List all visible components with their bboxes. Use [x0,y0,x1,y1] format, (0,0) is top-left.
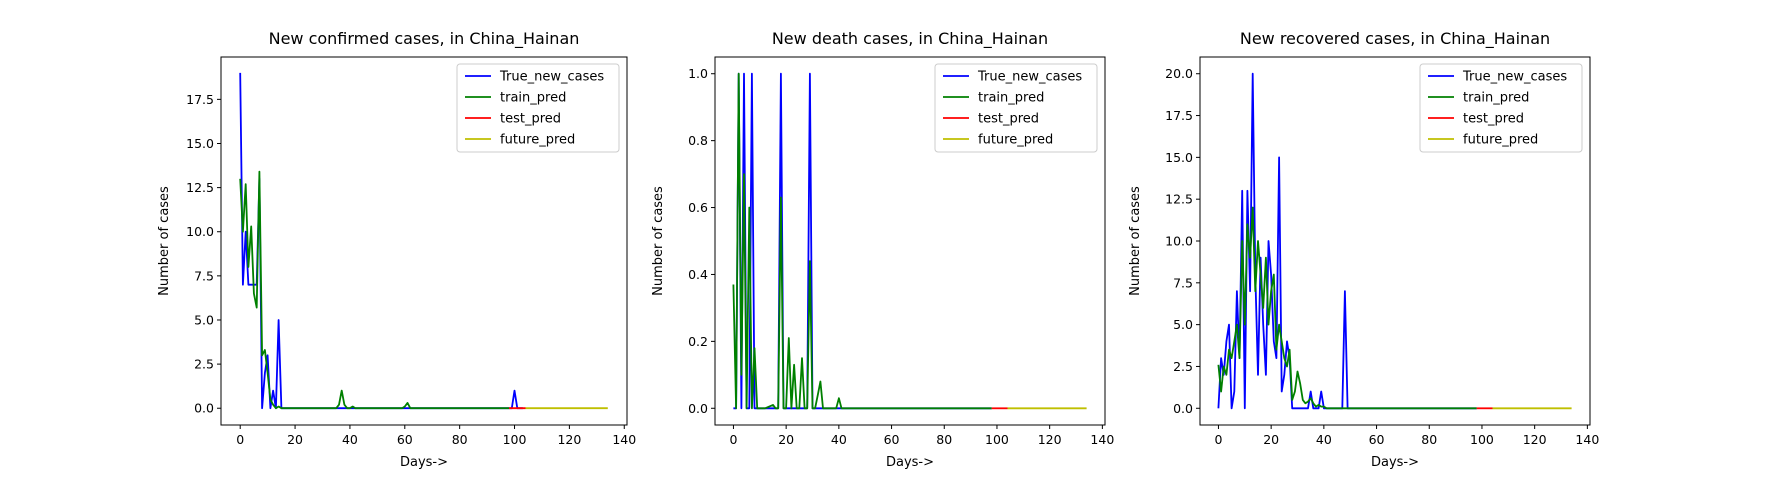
legend-label-true-new-cases: True_new_cases [1462,70,1567,85]
x-axis-label: Days-> [886,455,934,470]
legend-label-true-new-cases: True_new_cases [977,70,1082,85]
legend-box [1419,63,1583,153]
series-line-train-pred [732,72,992,410]
y-tick-label: 0.4 [688,267,708,282]
y-tick-label: 1.0 [688,66,708,81]
y-tick-label: 17.5 [1165,108,1193,123]
chart-confirmed-cases: New confirmed cases, in China_Hainan Day… [157,29,636,470]
y-tick-label: 10.0 [186,224,214,239]
x-tick-label: 100 [985,432,1009,447]
x-tick-label: 20 [778,432,794,447]
legend: True_new_cases train_pred test_pred future_… [456,63,620,153]
y-tick-label: 2.5 [1173,359,1193,374]
legend-box [934,63,1098,153]
series-line-train-pred [1217,206,1477,410]
x-axis-label: Days-> [400,455,448,470]
y-tick-label: 0.6 [688,200,708,215]
legend-label-future-pred: future_pred [500,133,575,148]
x-tick-label: 80 [936,432,952,447]
x-tick-label: 60 [397,432,413,447]
x-tick-label: 0 [1214,432,1222,447]
y-tick-label: 0.8 [688,133,708,148]
y-tick-label: 20.0 [1165,66,1193,81]
y-tick-label: 5.0 [194,312,214,327]
x-tick-label: 40 [831,432,847,447]
y-tick-label: 10.0 [1165,234,1193,249]
legend-label-test-pred: test_pred [978,112,1039,127]
plot-area: 0 20 40 60 80 100 120 140 0.0 2.5 5.0 7.5 10.0 12.5 15… [186,56,636,447]
y-axis-label: Number of cases [651,186,666,296]
x-tick-label: 100 [1470,432,1494,447]
x-tick-label: 120 [557,432,581,447]
x-tick-label: 40 [1316,432,1332,447]
x-axis-label: Days-> [1371,455,1419,470]
y-tick-label: 12.5 [1165,192,1193,207]
legend-label-test-pred: test_pred [500,112,561,127]
chart-title: New death cases, in China_Hainan [772,29,1048,49]
legend-label-train-pred: train_pred [978,91,1044,106]
chart-title: New recovered cases, in China_Hainan [1240,29,1550,49]
y-tick-label: 17.5 [186,92,214,107]
y-tick-label: 12.5 [186,180,214,195]
x-tick-label: 60 [1369,432,1385,447]
axes-frame [220,56,628,426]
y-tick-label: 7.5 [1173,275,1193,290]
y-axis-label: Number of cases [157,186,172,296]
legend-label-future-pred: future_pred [1463,133,1538,148]
legend-label-train-pred: train_pred [500,91,566,106]
chart-title: New confirmed cases, in China_Hainan [269,29,580,49]
y-tick-label: 5.0 [1173,317,1193,332]
y-tick-label: 2.5 [194,357,214,372]
x-tick-label: 140 [612,432,636,447]
x-tick-label: 100 [503,432,527,447]
x-tick-label: 120 [1038,432,1062,447]
x-tick-label: 80 [1421,432,1437,447]
legend: True_new_cases train_pred test_pred future_… [1419,63,1583,153]
x-tick-label: 120 [1523,432,1547,447]
plot-area: 0 20 40 60 80 100 120 140 0.0 0.2 0.4 0.6 0.8 1.0 [688,56,1114,447]
x-tick-label: 80 [452,432,468,447]
y-tick-label: 0.2 [688,334,708,349]
series-line-train-pred [239,170,509,410]
chart-recovered-cases: New recovered cases, in China_Hainan Day… [1128,29,1599,470]
x-tick-label: 40 [342,432,358,447]
x-tick-label: 0 [236,432,244,447]
legend-label-train-pred: train_pred [1463,91,1529,106]
legend-box [456,63,620,153]
legend-label-future-pred: future_pred [978,133,1053,148]
y-tick-label: 0.0 [1173,401,1193,416]
plot-area: 0 20 40 60 80 100 120 140 0.0 2.5 5.0 7.5 10.0 12.5 15… [1165,56,1599,447]
x-tick-label: 140 [1575,432,1599,447]
axes-frame [714,56,1106,426]
x-tick-label: 60 [884,432,900,447]
y-axis-label: Number of cases [1128,186,1143,296]
y-tick-label: 7.5 [194,268,214,283]
y-tick-label: 15.0 [186,136,214,151]
y-tick-label: 0.0 [194,401,214,416]
x-tick-label: 140 [1090,432,1114,447]
legend: True_new_cases train_pred test_pred future_… [934,63,1098,153]
x-tick-label: 0 [729,432,737,447]
legend-label-test-pred: test_pred [1463,112,1524,127]
legend-label-true-new-cases: True_new_cases [499,70,604,85]
x-tick-label: 20 [287,432,303,447]
y-tick-label: 15.0 [1165,150,1193,165]
x-tick-label: 20 [1263,432,1279,447]
chart-death-cases: New death cases, in China_Hainan Days-> … [651,29,1114,470]
y-tick-label: 0.0 [688,401,708,416]
